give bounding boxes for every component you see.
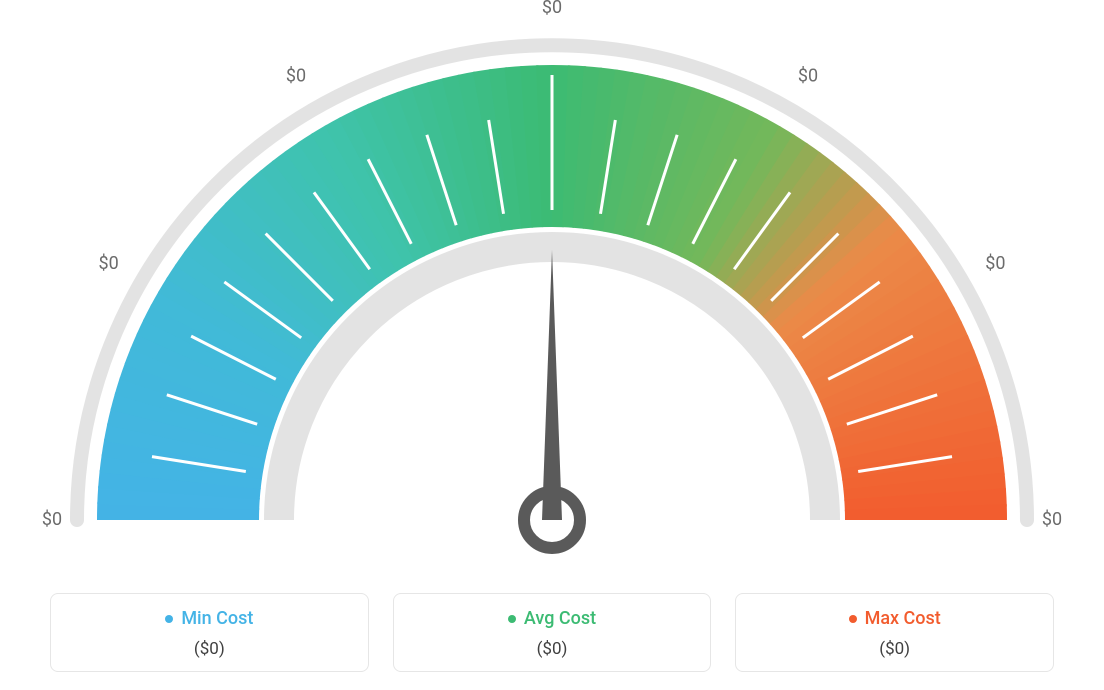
legend-row: Min Cost ($0) Avg Cost ($0) Max Cost ($0… <box>50 593 1054 673</box>
legend-card-min: Min Cost ($0) <box>50 593 369 673</box>
legend-label-line-max: Max Cost <box>849 608 941 629</box>
scale-label: $0 <box>98 253 118 274</box>
legend-label-min: Min Cost <box>181 608 253 629</box>
scale-label: $0 <box>1042 509 1062 530</box>
legend-label-avg: Avg Cost <box>524 608 596 629</box>
legend-value-min: ($0) <box>61 639 358 659</box>
legend-dot-min <box>165 615 173 623</box>
legend-dot-max <box>849 615 857 623</box>
gauge-wrap: $0 $0 $0 $0 $0 $0 $0 <box>0 0 1104 560</box>
chart-container: $0 $0 $0 $0 $0 $0 $0 Min Cost ($0) Avg Cost ($… <box>0 0 1104 690</box>
legend-value-avg: ($0) <box>404 639 701 659</box>
legend-card-avg: Avg Cost ($0) <box>393 593 712 673</box>
scale-label: $0 <box>985 253 1005 274</box>
scale-label: $0 <box>42 509 62 530</box>
legend-label-max: Max Cost <box>865 608 941 629</box>
legend-label-line-min: Min Cost <box>165 608 253 629</box>
scale-label: $0 <box>542 0 562 18</box>
legend-value-max: ($0) <box>746 639 1043 659</box>
scale-label: $0 <box>798 65 818 86</box>
scale-label: $0 <box>286 65 306 86</box>
legend-dot-avg <box>508 615 516 623</box>
legend-card-max: Max Cost ($0) <box>735 593 1054 673</box>
needle <box>542 250 562 520</box>
legend-label-line-avg: Avg Cost <box>508 608 596 629</box>
gauge-chart: $0 $0 $0 $0 $0 $0 $0 <box>0 0 1104 560</box>
